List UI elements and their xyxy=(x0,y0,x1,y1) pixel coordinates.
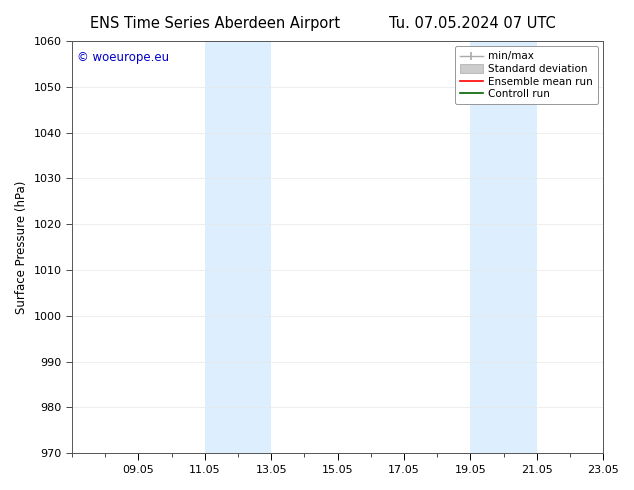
Legend: min/max, Standard deviation, Ensemble mean run, Controll run: min/max, Standard deviation, Ensemble me… xyxy=(455,46,598,104)
Bar xyxy=(470,41,537,453)
Text: Tu. 07.05.2024 07 UTC: Tu. 07.05.2024 07 UTC xyxy=(389,16,556,31)
Y-axis label: Surface Pressure (hPa): Surface Pressure (hPa) xyxy=(15,180,28,314)
Bar xyxy=(205,41,271,453)
Text: © woeurope.eu: © woeurope.eu xyxy=(77,51,169,64)
Text: ENS Time Series Aberdeen Airport: ENS Time Series Aberdeen Airport xyxy=(91,16,340,31)
